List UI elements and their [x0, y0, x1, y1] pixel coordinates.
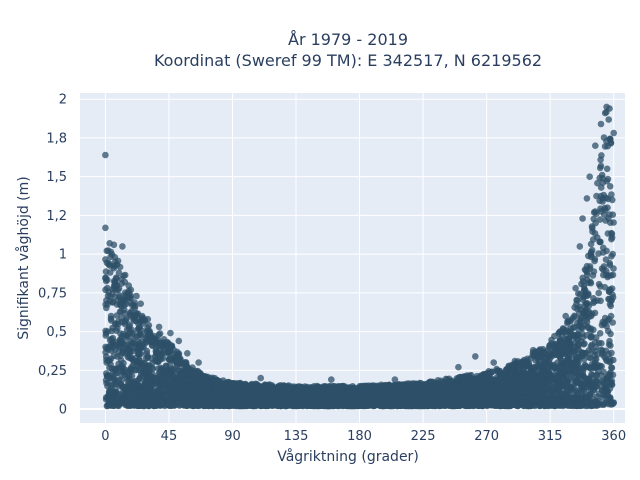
data-point — [115, 269, 123, 277]
data-point — [605, 116, 612, 123]
data-point — [596, 330, 604, 337]
data-point — [591, 255, 599, 263]
data-point — [575, 322, 583, 330]
data-point — [189, 364, 196, 371]
data-point — [596, 238, 603, 246]
data-points — [102, 103, 617, 410]
data-point — [102, 274, 109, 282]
data-point — [116, 292, 123, 299]
data-point — [597, 162, 605, 170]
data-point — [129, 330, 137, 337]
data-point — [608, 364, 616, 372]
data-point — [135, 376, 142, 384]
data-point — [105, 288, 112, 296]
data-point — [103, 304, 110, 312]
data-point — [606, 183, 614, 190]
data-point — [601, 143, 609, 150]
data-point — [584, 323, 591, 331]
data-point — [609, 211, 617, 218]
data-point — [603, 165, 611, 173]
data-point — [107, 312, 115, 320]
data-point — [174, 350, 182, 358]
data-point — [608, 349, 615, 357]
data-point — [571, 313, 578, 321]
data-point — [591, 309, 599, 317]
data-point — [166, 386, 174, 393]
data-point — [556, 394, 564, 402]
data-point — [587, 240, 595, 248]
data-point — [571, 304, 578, 311]
chart-title-line2: Koordinat (Sweref 99 TM): E 342517, N 62… — [154, 51, 542, 70]
data-point — [594, 179, 601, 187]
data-point — [597, 372, 605, 379]
data-point — [606, 358, 613, 366]
data-point — [610, 129, 617, 137]
data-point — [594, 393, 601, 401]
data-point — [105, 260, 113, 267]
data-point — [103, 297, 110, 304]
data-point — [592, 334, 600, 341]
data-point — [165, 355, 173, 363]
data-point — [596, 197, 603, 205]
data-point — [592, 219, 599, 227]
data-point — [135, 332, 142, 339]
data-point — [587, 333, 595, 341]
data-point — [156, 330, 164, 337]
data-point — [588, 341, 596, 349]
chart-title-line1: År 1979 - 2019 — [288, 30, 408, 49]
data-point — [144, 324, 151, 332]
data-point — [102, 268, 110, 275]
data-point — [595, 289, 602, 297]
data-point — [605, 315, 613, 323]
data-point — [610, 219, 617, 226]
